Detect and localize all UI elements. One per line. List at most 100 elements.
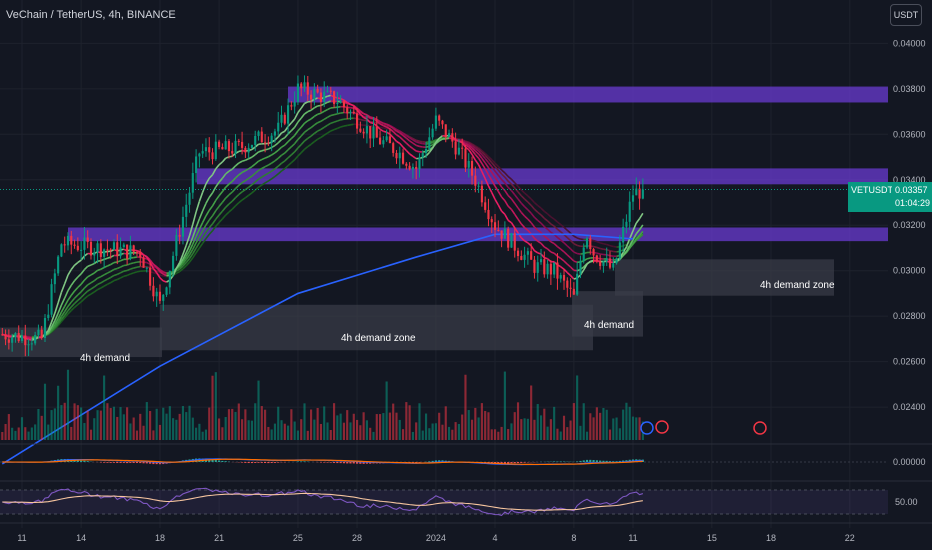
volume-bar xyxy=(362,412,365,440)
ribbon-segment xyxy=(143,254,148,258)
ribbon-segment xyxy=(628,230,634,239)
ribbon-segment xyxy=(553,242,558,248)
ribbon-segment xyxy=(93,277,99,282)
volume-bar xyxy=(579,425,582,440)
ribbon-segment xyxy=(501,173,506,178)
ribbon-segment xyxy=(465,141,470,145)
ribbon-segment xyxy=(146,265,151,269)
ribbon-segment xyxy=(310,115,315,120)
candle-body xyxy=(119,247,122,257)
ribbon-segment xyxy=(583,263,588,271)
ribbon-segment xyxy=(556,221,562,226)
volume-bar xyxy=(231,408,234,440)
ribbon-segment xyxy=(468,149,473,155)
price-tag-symbol: VETUSDT xyxy=(851,185,894,195)
ribbon-segment xyxy=(629,239,634,247)
volume-bar xyxy=(254,403,257,440)
ribbon-segment xyxy=(547,258,552,263)
ribbon-segment xyxy=(635,234,641,240)
macd-histogram-bar xyxy=(270,462,273,463)
ribbon-segment xyxy=(333,127,338,131)
volume-bar xyxy=(493,429,497,440)
ribbon-segment xyxy=(524,206,529,211)
volume-bar xyxy=(349,422,352,440)
ribbon-segment xyxy=(310,98,315,103)
candle-body xyxy=(260,131,263,143)
ribbon-segment xyxy=(77,259,82,264)
ribbon-segment xyxy=(340,97,345,101)
ribbon-segment xyxy=(497,191,503,198)
volume-bar xyxy=(513,412,516,440)
volume-bar xyxy=(40,415,43,440)
price-tag-value-box: 0.03357 01:04:29 xyxy=(892,182,932,212)
candle-body xyxy=(497,229,500,231)
ribbon-segment xyxy=(304,129,309,133)
ribbon-segment xyxy=(356,107,361,112)
event-icon[interactable] xyxy=(753,421,767,435)
volume-bar xyxy=(86,410,89,440)
ribbon-segment xyxy=(392,137,398,142)
event-icon[interactable] xyxy=(655,420,669,434)
ribbon-segment xyxy=(566,254,572,259)
candle-body xyxy=(188,192,191,205)
ribbon-segment xyxy=(307,135,312,139)
candle-body xyxy=(20,335,24,342)
currency-unit-button[interactable]: USDT xyxy=(890,4,922,26)
volume-bar xyxy=(510,423,513,440)
ribbon-segment xyxy=(504,182,509,188)
ribbon-segment xyxy=(596,240,601,244)
ribbon-segment xyxy=(274,173,279,178)
volume-bar xyxy=(464,374,467,440)
ribbon-segment xyxy=(547,248,552,253)
ribbon-segment xyxy=(465,142,470,146)
volume-bar xyxy=(352,413,355,440)
volume-bar xyxy=(457,423,460,440)
ribbon-segment xyxy=(566,272,572,277)
ribbon-segment xyxy=(313,113,319,118)
candle-body xyxy=(34,335,37,344)
ribbon-segment xyxy=(494,165,499,171)
ribbon-segment xyxy=(211,186,217,194)
ribbon-segment xyxy=(192,252,197,259)
ribbon-segment xyxy=(638,224,644,231)
ribbon-segment xyxy=(310,132,315,137)
ribbon-segment xyxy=(510,178,516,184)
ribbon-segment xyxy=(327,114,332,118)
volume-bar xyxy=(175,419,178,440)
volume-bar xyxy=(451,429,454,440)
ribbon-segment xyxy=(517,218,522,225)
ribbon-segment xyxy=(130,267,134,270)
volume-bar xyxy=(562,415,566,440)
ribbon-segment xyxy=(524,226,529,231)
ribbon-segment xyxy=(103,257,108,261)
ribbon-segment xyxy=(63,274,69,285)
macd-histogram-bar xyxy=(434,460,437,462)
volume-bar xyxy=(582,403,585,440)
ribbon-segment xyxy=(267,162,273,166)
candle-body xyxy=(1,334,4,336)
ribbon-segment xyxy=(87,264,92,268)
ribbon-segment xyxy=(284,164,289,170)
ribbon-segment xyxy=(238,171,243,176)
time-axis-tick-8: 8 xyxy=(571,533,576,543)
ribbon-segment xyxy=(337,119,341,122)
ribbon-segment xyxy=(300,113,306,119)
ribbon-segment xyxy=(133,266,138,269)
ribbon-segment xyxy=(327,100,332,104)
ribbon-segment xyxy=(251,163,256,168)
ribbon-segment xyxy=(307,126,312,131)
ribbon-segment xyxy=(201,215,207,223)
ribbon-segment xyxy=(231,187,237,193)
ribbon-segment xyxy=(221,173,227,179)
volume-bar xyxy=(267,426,270,440)
event-icon[interactable] xyxy=(640,421,654,435)
ribbon-segment xyxy=(527,201,532,206)
macd-histogram-bar xyxy=(326,462,329,463)
ribbon-segment xyxy=(182,255,187,262)
ribbon-segment xyxy=(471,145,476,150)
ribbon-segment xyxy=(304,145,309,150)
macd-histogram-bar xyxy=(595,460,598,462)
volume-bar xyxy=(247,420,250,440)
ribbon-segment xyxy=(609,254,614,257)
